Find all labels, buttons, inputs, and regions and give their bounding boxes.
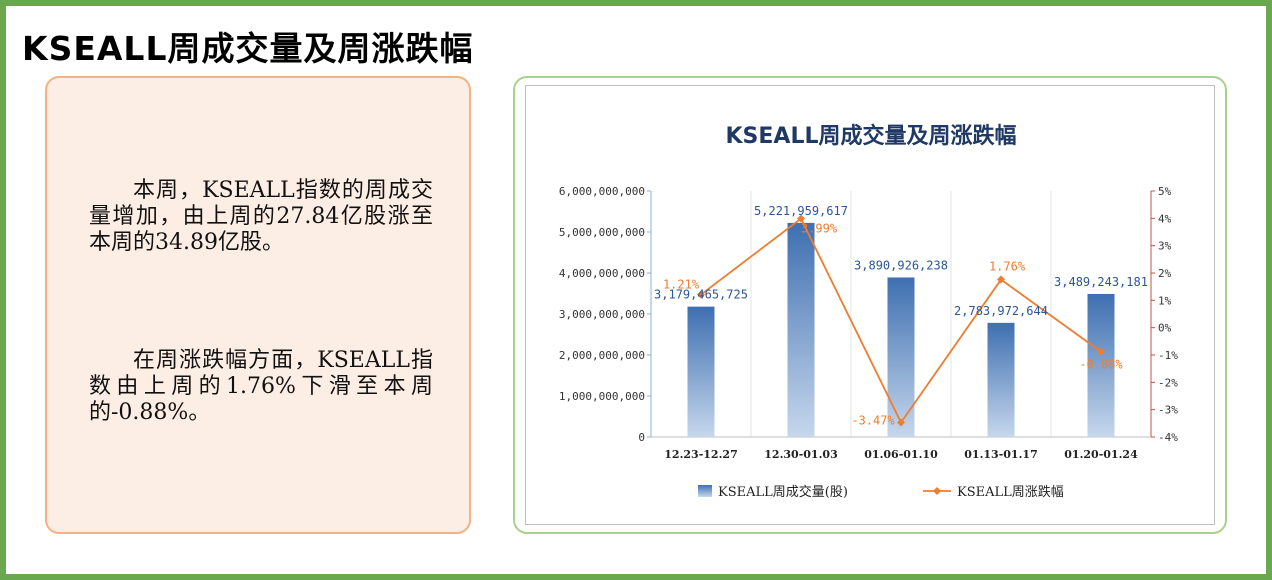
legend-line-marker: [933, 487, 941, 495]
legend-bar-swatch: [698, 485, 712, 497]
bar: [987, 322, 1015, 437]
legend-bar-label: KSEALL周成交量(股): [718, 484, 848, 500]
line-point: [897, 418, 905, 427]
bar: [787, 222, 815, 437]
y-left-tick-label: 2,000,000,000: [559, 349, 645, 362]
chart-title: KSEALL周成交量及周涨跌幅: [726, 123, 1017, 149]
y-left-tick-label: 3,000,000,000: [559, 308, 645, 321]
line-point: [1097, 347, 1105, 356]
line-point: [797, 214, 805, 223]
y-right-tick-label: 2%: [1158, 267, 1172, 280]
line-value-label: -0.88%: [1079, 358, 1123, 372]
line-value-label: 1.76%: [989, 260, 1026, 274]
y-left-tick-label: 6,000,000,000: [559, 185, 645, 198]
x-tick-label: 12.30-01.03: [764, 448, 837, 461]
y-left-tick-label: 5,000,000,000: [559, 226, 645, 239]
y-right-tick-label: -3%: [1158, 404, 1178, 417]
y-left-tick-label: 0: [638, 431, 645, 444]
bar-value-label: 5,221,959,617: [754, 204, 848, 218]
combo-chart: KSEALL周成交量及周涨跌幅 0 1,000,000,000 2,000,000,…: [559, 123, 1178, 500]
summary-card: 本周，KSEALL指数的周成交量增加，由上周的27.84亿股涨至本周的34.89…: [45, 76, 471, 534]
legend-line-label: KSEALL周涨跌幅: [957, 484, 1064, 500]
bar-value-label: 3,489,243,181: [1054, 275, 1148, 289]
x-tick-label: 01.13-01.17: [964, 448, 1037, 461]
bar-value-label: 3,179,465,725: [654, 288, 748, 302]
y-right-tick-label: 3%: [1158, 240, 1172, 253]
bar-value-label: 3,890,926,238: [854, 258, 948, 272]
bar: [687, 306, 715, 437]
y-left-tick-label: 1,000,000,000: [559, 390, 645, 403]
y-right-tick-label: 4%: [1158, 212, 1172, 225]
x-tick-label: 12.23-12.27: [664, 448, 737, 461]
line-value-label: -3.47%: [851, 414, 895, 428]
chart-panel: KSEALL周成交量及周涨跌幅 0 1,000,000,000 2,000,000,…: [525, 85, 1215, 525]
line-point: [997, 275, 1005, 284]
y-right-tick-label: -1%: [1158, 349, 1178, 362]
x-tick-label: 01.20-01.24: [1064, 448, 1138, 461]
bar: [1087, 293, 1115, 437]
summary-paragraph-volume: 本周，KSEALL指数的周成交量增加，由上周的27.84亿股涨至本周的34.89…: [89, 178, 433, 255]
line-value-label: 3.99%: [801, 222, 838, 236]
y-right-tick-label: 1%: [1158, 294, 1172, 307]
y-left-tick-label: 4,000,000,000: [559, 267, 645, 280]
x-tick-label: 01.06-01.10: [864, 448, 938, 461]
line-point: [697, 290, 705, 299]
page-title: KSEALL周成交量及周涨跌幅: [22, 29, 474, 68]
line-value-label: 1.21%: [663, 278, 700, 292]
y-right-tick-label: 0%: [1158, 322, 1172, 335]
bar-value-label: 2,783,972,644: [954, 304, 1048, 318]
y-right-tick-label: 5%: [1158, 185, 1172, 198]
y-right-tick-label: -4%: [1158, 431, 1178, 444]
summary-paragraph-change: 在周涨跌幅方面，KSEALL指数由上周的1.76%下滑至本周的-0.88%。: [89, 348, 433, 425]
y-right-tick-label: -2%: [1158, 376, 1178, 389]
